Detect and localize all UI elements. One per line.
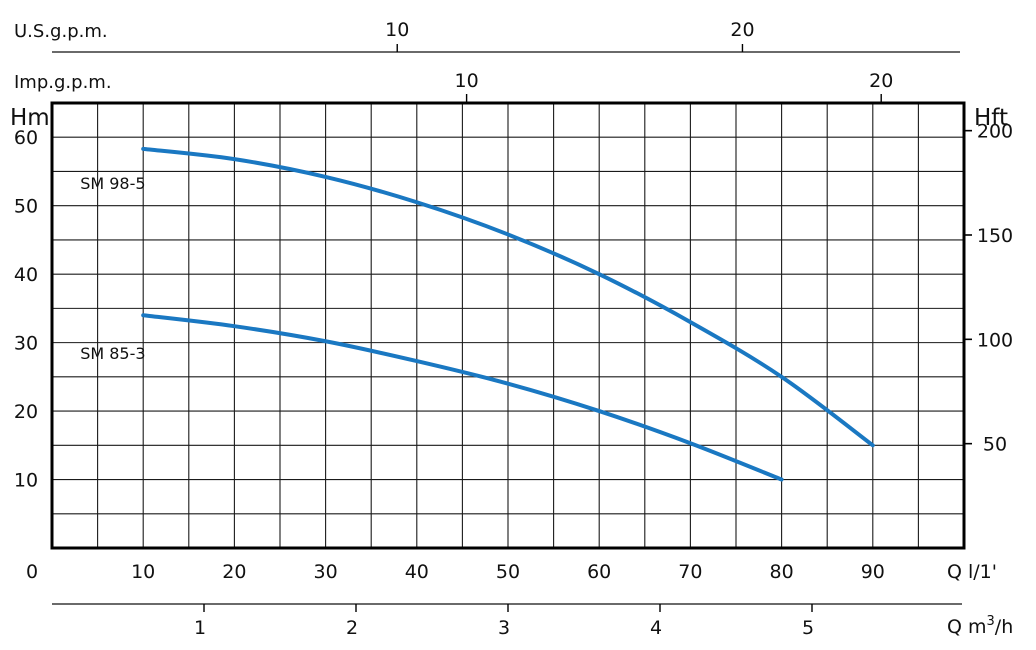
right-y-tick-label: 200 <box>977 121 1013 143</box>
left-y-tick-label: 10 <box>14 470 38 492</box>
right-y-axis-label: Hft <box>974 105 1008 131</box>
left-y-tick-label: 50 <box>14 196 38 218</box>
x-tick-label: 90 <box>861 561 885 583</box>
chart-grid <box>50 101 966 550</box>
m3h-tick-label: 2 <box>346 617 358 639</box>
us-gpm-tick-label: 10 <box>385 19 409 41</box>
axis-titles: Hm Hft Q l/1' Q m3/h <box>10 105 1013 638</box>
x-tick-label: 80 <box>770 561 794 583</box>
plot-frame <box>50 101 966 550</box>
right-y-tick-label: 150 <box>977 225 1013 247</box>
m3h-tick-label: 3 <box>498 617 510 639</box>
x-tick-label: 10 <box>131 561 155 583</box>
right-y-tick-label: 100 <box>977 329 1013 351</box>
imp-gpm-axis-label: Imp.g.p.m. <box>14 72 112 93</box>
m3h-tick-label: 1 <box>194 617 206 639</box>
x-tick-label: 60 <box>587 561 611 583</box>
x-tick-label: 20 <box>222 561 246 583</box>
us-gpm-tick-label: 20 <box>730 19 754 41</box>
m3h-axis-label-superscript: 3 <box>987 614 995 629</box>
m3h-tick-label: 4 <box>650 617 662 639</box>
m3h-axis: 1 2 3 4 5 <box>52 603 962 639</box>
imp-gpm-axis: Imp.g.p.m. 10 20 <box>14 70 893 103</box>
x-tick-label: 50 <box>496 561 520 583</box>
m3h-axis-label-suffix: /h <box>995 616 1013 638</box>
x-tick-label: 0 <box>26 561 38 583</box>
m3h-axis-label-main: Q m <box>947 616 987 638</box>
series-line-0 <box>141 146 875 448</box>
series-lines: SM 98-5 SM 85-3 <box>80 146 875 482</box>
left-y-axis-ticks: 10 20 30 40 50 60 <box>14 127 38 491</box>
left-y-axis-label: Hm <box>10 105 50 131</box>
right-y-axis-ticks: 50 100 150 200 <box>964 121 1013 456</box>
m3h-tick-label: 5 <box>802 617 814 639</box>
x-axis-ticks: 0 10 20 30 40 50 60 70 80 90 <box>26 561 885 583</box>
us-gpm-axis-label: U.S.g.p.m. <box>14 21 108 42</box>
series-label-0: SM 98-5 <box>80 174 145 193</box>
imp-gpm-tick-label: 20 <box>869 70 893 92</box>
x-axis-label: Q l/1' <box>947 561 997 583</box>
series-line-1 <box>141 313 784 482</box>
x-tick-label: 40 <box>405 561 429 583</box>
left-y-tick-label: 40 <box>14 264 38 286</box>
us-gpm-axis: U.S.g.p.m. 10 20 <box>14 19 960 53</box>
x-tick-label: 30 <box>314 561 338 583</box>
left-y-tick-label: 30 <box>14 333 38 355</box>
right-y-tick-label: 50 <box>983 434 1007 456</box>
series-label-1: SM 85-3 <box>80 344 145 363</box>
left-y-tick-label: 60 <box>14 127 38 149</box>
imp-gpm-tick-label: 10 <box>455 70 479 92</box>
m3h-axis-label: Q m3/h <box>947 614 1013 638</box>
left-y-tick-label: 20 <box>14 401 38 423</box>
x-tick-label: 70 <box>678 561 702 583</box>
